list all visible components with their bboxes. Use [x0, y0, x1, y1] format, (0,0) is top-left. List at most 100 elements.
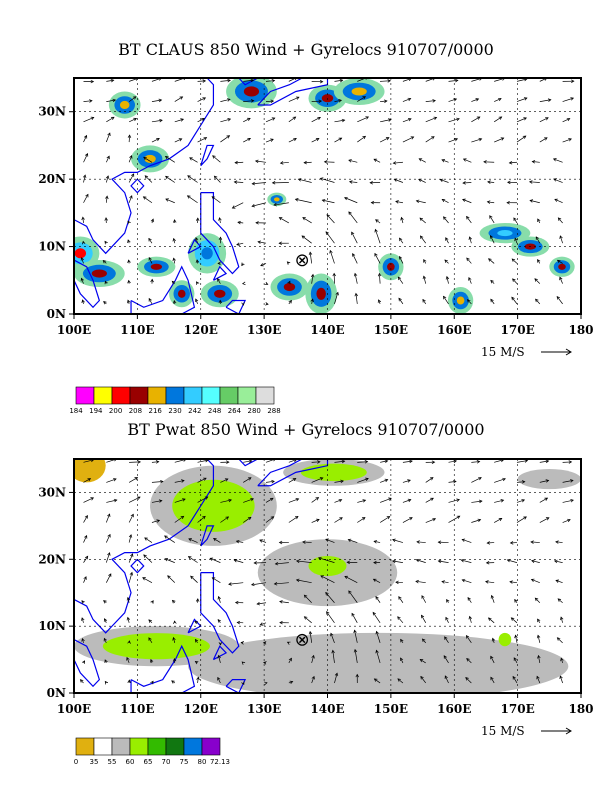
- wind-vector-head: [292, 478, 297, 482]
- wind-vector: [471, 477, 482, 483]
- wind-vector-head: [326, 611, 330, 615]
- wind-vector-head: [334, 672, 339, 677]
- wind-vector: [143, 554, 153, 563]
- wind-vector-head: [506, 558, 511, 563]
- wind-vector-head: [331, 649, 335, 654]
- wind-vector-head: [250, 78, 255, 83]
- wind-vector-head: [85, 193, 89, 198]
- field-contour: [316, 287, 326, 300]
- wind-vector-head: [555, 579, 560, 583]
- wind-vector: [558, 217, 563, 224]
- wind-vector: [334, 99, 342, 102]
- wind-vector: [487, 201, 495, 204]
- wind-vector: [372, 612, 381, 623]
- wind-vector-head: [461, 578, 466, 583]
- wind-vector: [556, 296, 563, 305]
- wind-vector: [463, 158, 472, 163]
- wind-vector: [401, 217, 404, 224]
- colorbar-label: 55: [108, 758, 117, 766]
- wind-vector: [375, 219, 381, 224]
- wind-vector-head: [468, 276, 472, 281]
- wind-vector-head: [400, 638, 404, 643]
- wind-vector-head: [254, 159, 259, 164]
- wind-vector-head: [365, 477, 369, 481]
- wind-vector: [83, 135, 87, 143]
- wind-vector-head: [256, 601, 261, 606]
- wind-vector-head: [130, 553, 134, 557]
- wind-vector: [257, 241, 267, 244]
- wind-vector-head: [103, 300, 107, 305]
- reference-vector-label: 15 M/S: [481, 345, 525, 359]
- wind-vector-head: [172, 257, 176, 262]
- wind-vector: [559, 277, 563, 284]
- wind-vector-head: [419, 235, 424, 240]
- wind-vector-head: [430, 497, 434, 501]
- wind-vector-head: [521, 499, 526, 503]
- wind-vector-head: [486, 200, 491, 204]
- wind-vector: [513, 657, 518, 664]
- wind-vector-head: [158, 499, 163, 503]
- wind-vector-head: [143, 156, 147, 161]
- colorbar-swatch: [255, 386, 275, 405]
- wind-vector: [354, 273, 358, 284]
- colorbar-label: 65: [144, 758, 153, 766]
- wind-vector: [83, 174, 86, 183]
- wind-vector: [334, 292, 339, 304]
- wind-vector: [187, 175, 198, 183]
- wind-vector-head: [203, 137, 208, 141]
- colorbar-swatch: [147, 737, 167, 756]
- wind-vector: [329, 250, 335, 264]
- wind-vector-head: [467, 597, 471, 601]
- wind-vector-head: [144, 537, 148, 541]
- wind-vector-head: [217, 595, 221, 600]
- wind-vector: [351, 231, 358, 244]
- wind-vector-head: [461, 538, 466, 542]
- wind-vector: [143, 156, 153, 163]
- wind-vector-head: [485, 580, 489, 584]
- wind-vector-head: [454, 78, 459, 83]
- colorbar-swatch: [93, 737, 113, 756]
- wind-vector-head: [127, 239, 131, 243]
- wind-vector-head: [465, 677, 469, 681]
- wind-vector-head: [567, 518, 571, 523]
- wind-vector: [174, 118, 184, 123]
- wind-vector-head: [535, 236, 539, 240]
- wind-vector-head: [555, 540, 559, 544]
- wind-vector-head: [148, 256, 152, 261]
- wind-vector: [128, 534, 132, 543]
- wind-vector-head: [462, 158, 467, 162]
- wind-vector-head: [190, 575, 194, 580]
- wind-vector: [260, 263, 267, 267]
- wind-vector-head: [431, 136, 435, 140]
- wind-vector: [83, 478, 91, 483]
- wind-vector-head: [148, 237, 152, 242]
- wind-vector-head: [372, 578, 377, 582]
- wind-vector-head: [81, 600, 85, 604]
- x-tick-label: 110E: [120, 323, 154, 337]
- wind-vector-head: [288, 299, 292, 304]
- wind-vector: [559, 675, 563, 684]
- wind-vector: [311, 100, 322, 102]
- wind-vector: [488, 258, 495, 264]
- wind-vector: [513, 217, 518, 224]
- reference-vector-head: [565, 727, 572, 735]
- wind-vector-head: [353, 648, 358, 653]
- wind-vector-head: [234, 160, 238, 165]
- wind-vector: [295, 198, 312, 204]
- wind-vector: [265, 480, 275, 483]
- wind-vector: [516, 481, 525, 483]
- wind-vector: [143, 196, 153, 204]
- field-contour: [172, 479, 255, 532]
- wind-vector-head: [491, 637, 496, 642]
- wind-vector: [275, 562, 289, 565]
- wind-vector-head: [255, 221, 259, 225]
- wind-vector-head: [407, 97, 412, 102]
- wind-vector: [212, 155, 221, 163]
- wind-vector: [442, 199, 449, 204]
- wind-vector-head: [180, 515, 185, 520]
- wind-vector-head: [422, 275, 427, 280]
- wind-vector: [375, 596, 381, 603]
- wind-vector-head: [310, 273, 315, 278]
- wind-vector: [344, 576, 358, 583]
- wind-vector-head: [271, 79, 276, 83]
